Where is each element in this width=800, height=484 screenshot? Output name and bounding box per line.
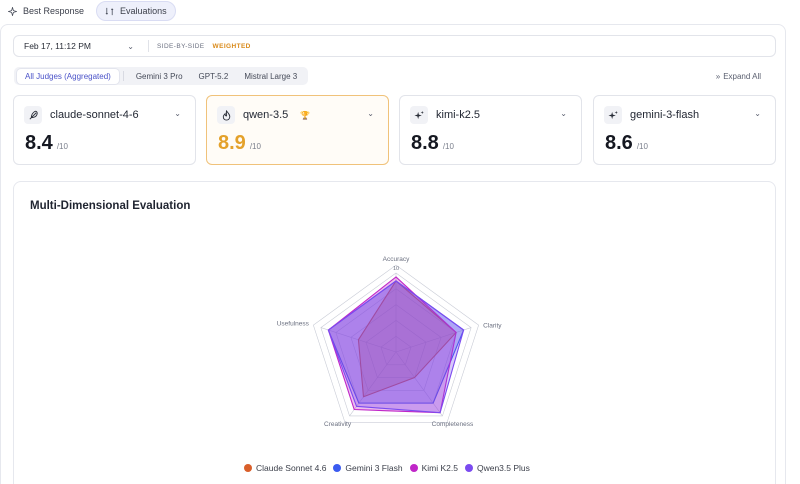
sparkles-icon bbox=[410, 106, 428, 124]
run-date-select[interactable]: Feb 17, 11:12 PM ⌄ bbox=[14, 41, 134, 51]
judge-tab-mistral-large-3[interactable]: Mistral Large 3 bbox=[244, 71, 298, 81]
model-card-qwen[interactable]: qwen-3.5 🏆 ⌄ 8.9 /10 bbox=[206, 95, 389, 165]
grid-spoke bbox=[395, 327, 472, 353]
trophy-icon: 🏆 bbox=[300, 110, 311, 120]
score-max: /10 bbox=[249, 142, 261, 151]
axis-label-creativity: Creativity bbox=[324, 421, 352, 428]
grid-ring bbox=[320, 272, 472, 417]
divider bbox=[148, 40, 149, 52]
score-max: /10 bbox=[442, 142, 454, 151]
model-name: kimi-k2.5 bbox=[436, 109, 481, 121]
double-chevron-down-icon: » bbox=[715, 72, 721, 81]
legend-item[interactable]: Gemini 3 Flash bbox=[333, 463, 403, 473]
legend-swatch bbox=[244, 464, 252, 472]
model-card-gemini[interactable]: gemini-3-flash ⌄ 8.6 /10 bbox=[593, 95, 776, 165]
axis-label-clarity: Clarity bbox=[483, 323, 502, 330]
score-value: 8.8 bbox=[411, 132, 439, 154]
tab-best-response-label: Best Response bbox=[23, 6, 85, 16]
sparkles-icon bbox=[8, 6, 17, 16]
feather-icon bbox=[24, 106, 42, 124]
filter-bar: Feb 17, 11:12 PM ⌄ SIDE-BY-SIDE WEIGHTED bbox=[13, 35, 776, 57]
evaluations-panel: Feb 17, 11:12 PM ⌄ SIDE-BY-SIDE WEIGHTED… bbox=[0, 24, 786, 484]
grid-spoke bbox=[395, 351, 443, 417]
chevron-down-icon[interactable]: ⌄ bbox=[174, 109, 181, 118]
legend-label: Gemini 3 Flash bbox=[345, 463, 403, 473]
axis-label-accuracy: Accuracy bbox=[383, 256, 410, 263]
chevron-down-icon[interactable]: ⌄ bbox=[754, 109, 761, 118]
legend-label: Kimi K2.5 bbox=[421, 463, 458, 473]
legend-item[interactable]: Qwen3.5 Plus bbox=[464, 463, 530, 473]
evaluation-chart-panel: Multi-Dimensional Evaluation Accuracy Cla… bbox=[13, 181, 776, 484]
chevron-down-icon[interactable]: ⌄ bbox=[560, 109, 567, 118]
grid-ring bbox=[365, 320, 427, 378]
tab-evaluations[interactable]: Evaluations bbox=[96, 1, 176, 21]
grid-ring bbox=[380, 335, 412, 366]
expand-all-button[interactable]: » Expand All bbox=[716, 72, 761, 81]
legend-item[interactable]: Claude Sonnet 4.6 bbox=[244, 463, 326, 473]
mode-side-by-side[interactable]: SIDE-BY-SIDE bbox=[157, 42, 205, 50]
axis-label-usefulness: Usefulness bbox=[277, 321, 310, 328]
chevron-down-icon[interactable]: ⌄ bbox=[367, 109, 374, 118]
series-area-qwen3-5-plus bbox=[327, 280, 465, 414]
model-name: claude-sonnet-4-6 bbox=[50, 109, 139, 121]
grid-ring bbox=[350, 304, 442, 391]
tab-best-response[interactable]: Best Response bbox=[0, 1, 92, 21]
legend-swatch bbox=[333, 464, 342, 472]
score-max: /10 bbox=[636, 142, 648, 151]
view-tabs: Best Response Evaluations bbox=[0, 0, 800, 22]
axis-label-completeness: Completeness bbox=[432, 421, 474, 428]
grid-spoke bbox=[349, 351, 397, 417]
flame-icon bbox=[217, 106, 235, 124]
score-value: 8.4 bbox=[25, 132, 53, 154]
divider bbox=[122, 71, 124, 81]
legend-label: Qwen3.5 Plus bbox=[476, 463, 530, 473]
tab-evaluations-label: Evaluations bbox=[120, 6, 167, 16]
judge-tab-all[interactable]: All Judges (Aggregated) bbox=[17, 68, 119, 84]
chart-title: Multi-Dimensional Evaluation bbox=[30, 200, 191, 212]
judge-tab-gpt-5-2[interactable]: GPT-5.2 bbox=[198, 71, 229, 81]
judge-tab-gemini-3-pro[interactable]: Gemini 3 Pro bbox=[135, 71, 183, 81]
legend-item[interactable]: Kimi K2.5 bbox=[409, 463, 458, 473]
score-value: 8.9 bbox=[218, 132, 246, 154]
chevron-down-icon: ⌄ bbox=[127, 41, 134, 51]
legend-label: Claude Sonnet 4.6 bbox=[256, 463, 327, 473]
compare-icon bbox=[105, 7, 114, 15]
tick-label: 10 bbox=[393, 266, 399, 272]
score-max: /10 bbox=[56, 142, 68, 151]
radar-chart: Accuracy Clarity Completeness Creativity Use… bbox=[277, 256, 503, 428]
expand-all-label: Expand All bbox=[723, 72, 761, 81]
run-date-value: Feb 17, 11:12 PM bbox=[24, 41, 91, 51]
model-name: gemini-3-flash bbox=[630, 109, 700, 121]
model-card-claude[interactable]: claude-sonnet-4-6 ⌄ 8.4 /10 bbox=[13, 95, 196, 165]
model-card-kimi[interactable]: kimi-k2.5 ⌄ 8.8 /10 bbox=[399, 95, 582, 165]
mode-weighted[interactable]: WEIGHTED bbox=[212, 42, 251, 50]
model-name: qwen-3.5 bbox=[243, 109, 289, 121]
score-value: 8.6 bbox=[605, 132, 633, 154]
legend-swatch bbox=[464, 464, 473, 472]
grid-ring bbox=[313, 264, 479, 423]
legend-swatch bbox=[409, 464, 418, 472]
chart-legend: Claude Sonnet 4.6 Gemini 3 Flash Kimi K2.5… bbox=[244, 463, 530, 473]
sparkles-icon bbox=[604, 106, 622, 124]
judge-tabs: All Judges (Aggregated) Gemini 3 Pro GPT… bbox=[14, 67, 309, 85]
